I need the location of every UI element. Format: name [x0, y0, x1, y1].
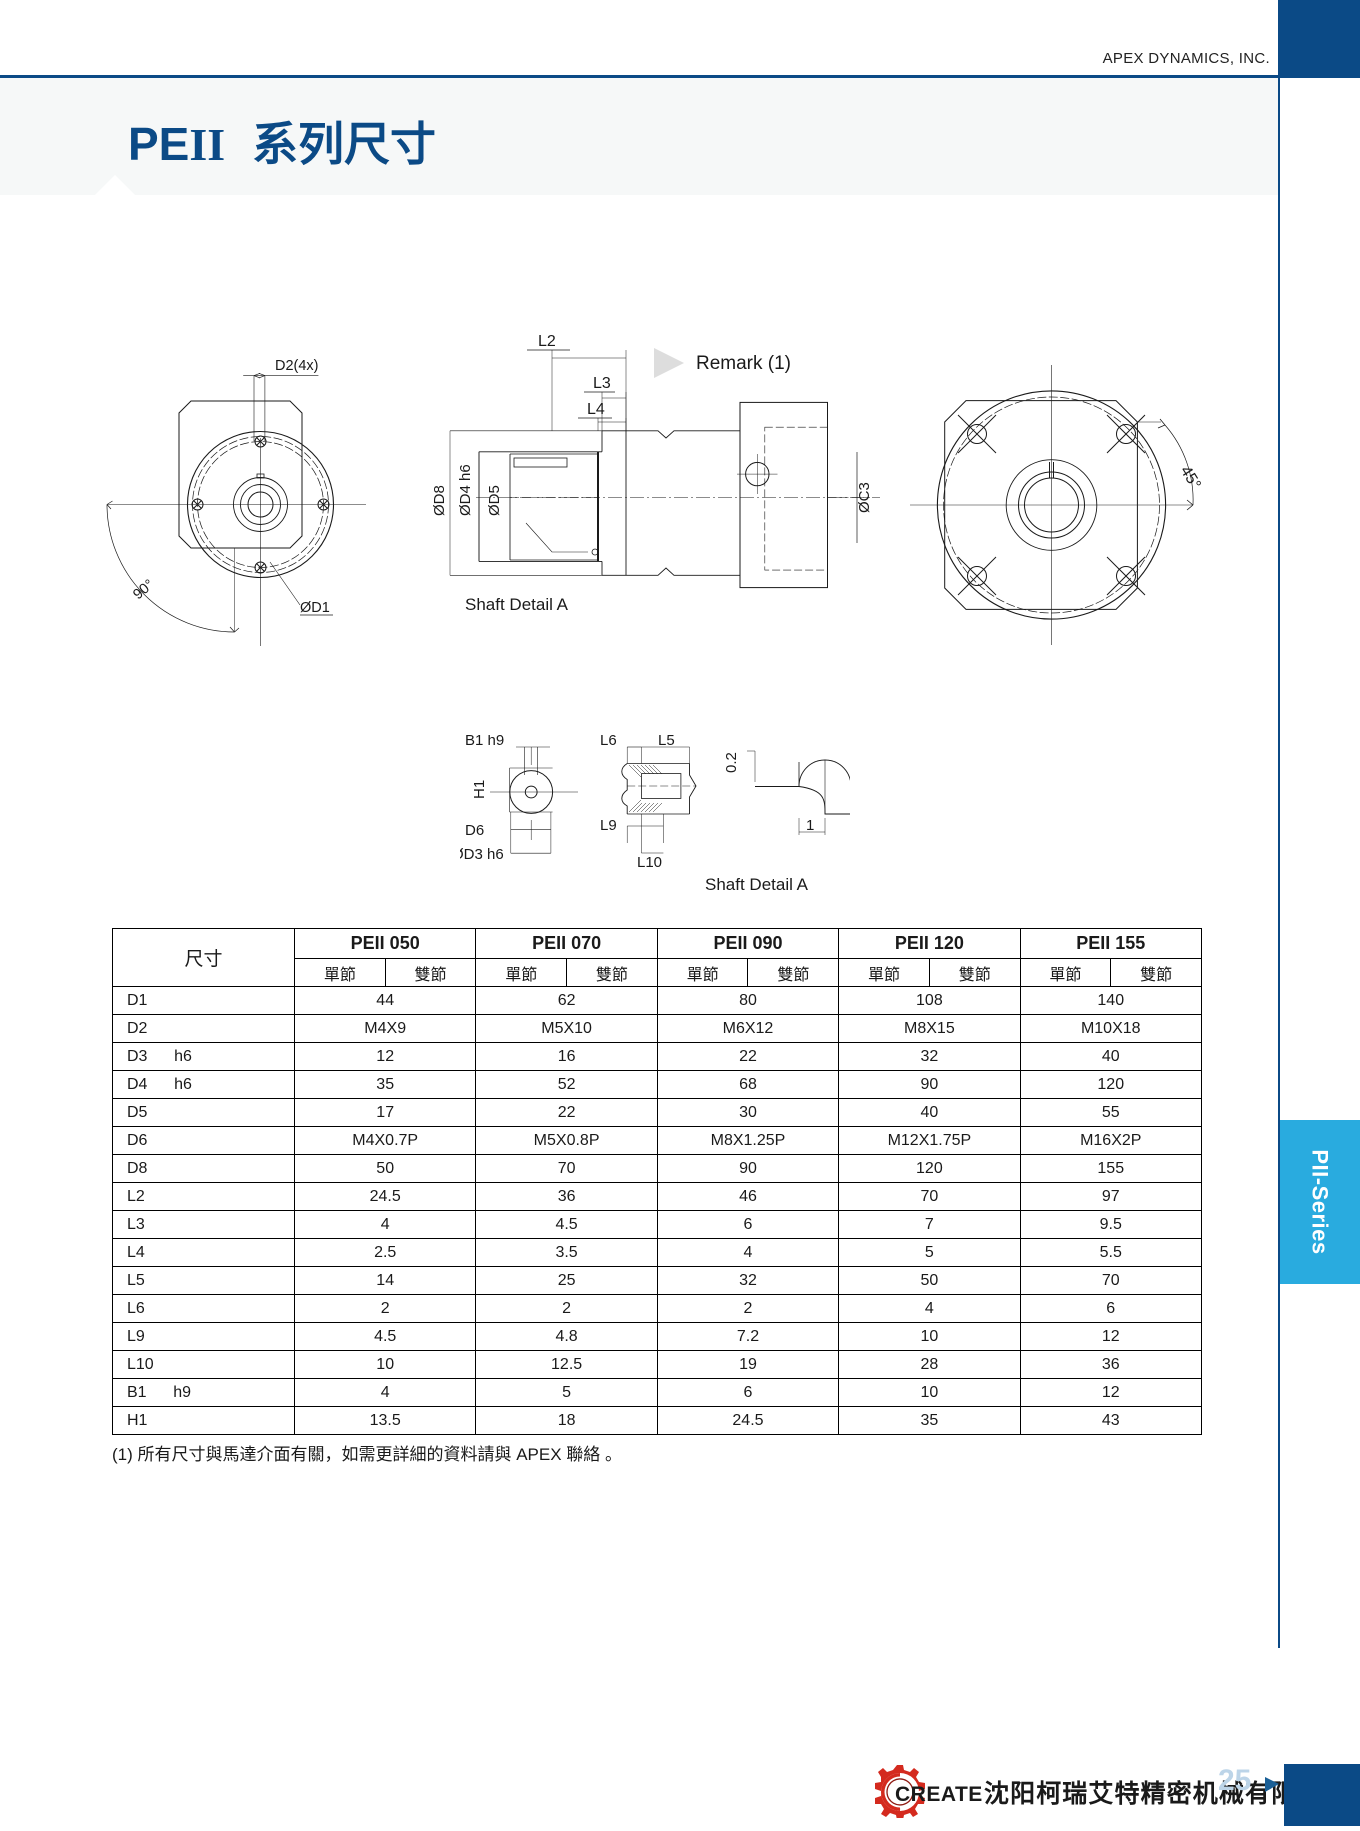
svg-text:D2(4x): D2(4x)	[275, 358, 319, 374]
svg-text:Shaft Detail A: Shaft Detail A	[465, 595, 569, 614]
svg-text:L6: L6	[600, 735, 617, 749]
svg-text:ØD4 h6: ØD4 h6	[457, 464, 474, 516]
svg-text:L10: L10	[637, 854, 662, 871]
svg-text:D6: D6	[465, 822, 484, 839]
svg-text:H1: H1	[471, 780, 488, 799]
svg-text:B1 h9: B1 h9	[465, 735, 504, 749]
svg-text:ØD5: ØD5	[486, 485, 503, 516]
svg-text:Shaft Detail A: Shaft Detail A	[705, 875, 809, 894]
svg-text:45°: 45°	[1177, 463, 1204, 493]
svg-text:ØD3 h6: ØD3 h6	[460, 846, 504, 863]
svg-text:L2: L2	[538, 333, 556, 350]
svg-text:1: 1	[806, 817, 814, 834]
svg-text:ØD1: ØD1	[300, 600, 330, 616]
svg-text:Remark (1): Remark (1)	[696, 353, 791, 374]
svg-text:L9: L9	[600, 817, 617, 834]
svg-text:L3: L3	[593, 375, 611, 392]
svg-text:ØD8: ØD8	[431, 485, 448, 516]
svg-text:0.2: 0.2	[723, 752, 740, 773]
svg-text:L4: L4	[587, 401, 605, 418]
svg-text:L5: L5	[658, 735, 675, 749]
svg-text:ØC3: ØC3	[856, 482, 873, 513]
svg-text:90°: 90°	[130, 577, 157, 603]
